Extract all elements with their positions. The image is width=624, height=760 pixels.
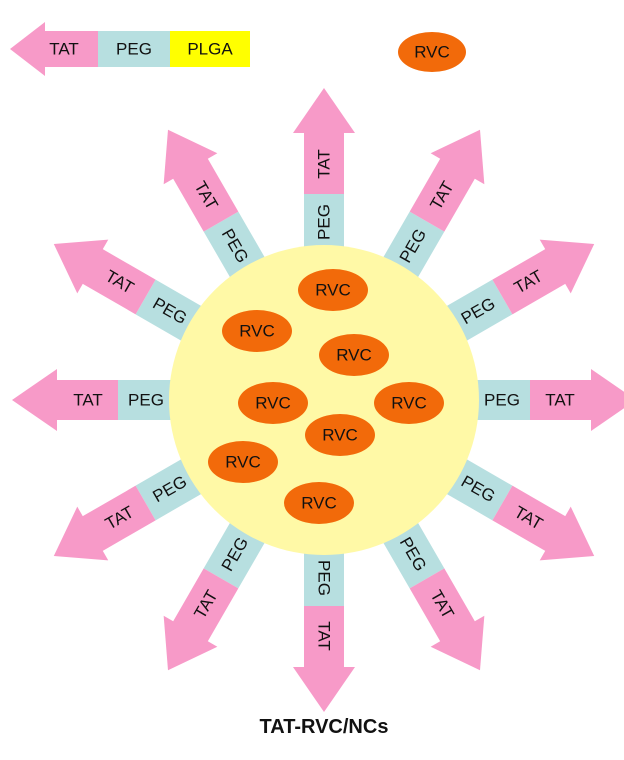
arrowhead — [430, 129, 485, 185]
tat-segment — [409, 568, 476, 643]
peg-label: PEG — [315, 560, 334, 596]
caption: TAT-RVC/NCs — [260, 716, 389, 738]
tat-segment — [44, 31, 98, 67]
arrowhead — [293, 667, 355, 712]
legend-label: TAT — [49, 40, 79, 59]
tat-label: TAT — [545, 391, 575, 410]
tat-segment — [56, 380, 118, 420]
tat-segment — [304, 132, 344, 194]
peg-label: PEG — [128, 391, 164, 410]
peg-label: PEG — [315, 204, 334, 240]
drug-ellipse — [238, 382, 308, 424]
arrowhead — [10, 22, 45, 76]
drug-ellipse — [298, 269, 368, 311]
drug-ellipse — [284, 482, 354, 524]
arrowhead — [12, 369, 57, 431]
drug-ellipse — [208, 441, 278, 483]
peg-segment — [98, 31, 170, 67]
drug-label: RVC — [315, 281, 351, 300]
arm: PEG TAT — [293, 540, 355, 712]
legend-label: PLGA — [187, 40, 233, 59]
drug-label: RVC — [225, 453, 261, 472]
drug-ellipse — [305, 414, 375, 456]
legend: TAT PEG PLGA RVC — [10, 22, 466, 76]
arm: PEG TAT — [12, 369, 184, 431]
arrowhead — [430, 615, 485, 671]
drug-ellipse — [222, 310, 292, 352]
drug-ellipse — [398, 32, 466, 72]
core-drugs: RVC RVC RVC RVC RVC RVC RVC RVC — [208, 269, 444, 524]
peg-segment — [304, 194, 344, 260]
tat-segment — [172, 157, 239, 232]
arrowhead — [53, 506, 109, 561]
arm: PEG TAT — [464, 369, 624, 431]
tat-label: TAT — [73, 391, 103, 410]
tat-label: TAT — [315, 149, 334, 179]
tat-segment — [172, 568, 239, 643]
drug-ellipse — [319, 334, 389, 376]
tat-segment — [492, 248, 567, 315]
arrowhead — [53, 239, 109, 294]
drug-ellipse — [374, 382, 444, 424]
drug-label: RVC — [301, 494, 337, 513]
drug-label: RVC — [239, 322, 275, 341]
tat-segment — [409, 157, 476, 232]
plga-segment — [170, 31, 250, 67]
legend-label: PEG — [116, 40, 152, 59]
arrowhead — [163, 615, 218, 671]
tat-segment — [492, 485, 567, 552]
arrowhead — [163, 129, 218, 185]
peg-segment — [304, 540, 344, 606]
tat-segment — [81, 248, 156, 315]
tat-label: TAT — [315, 621, 334, 651]
arrowhead — [539, 239, 595, 294]
tat-segment — [530, 380, 592, 420]
drug-label: RVC — [255, 394, 291, 413]
peg-label: PEG — [484, 391, 520, 410]
arrowhead — [293, 88, 355, 133]
tat-segment — [81, 485, 156, 552]
drug-label: RVC — [322, 426, 358, 445]
tat-segment — [304, 606, 344, 668]
drug-label: RVC — [336, 346, 372, 365]
arrowhead — [539, 506, 595, 561]
arrowhead — [591, 369, 624, 431]
drug-label: RVC — [391, 394, 427, 413]
drug-label: RVC — [414, 43, 450, 62]
arm: PEG TAT — [293, 88, 355, 260]
